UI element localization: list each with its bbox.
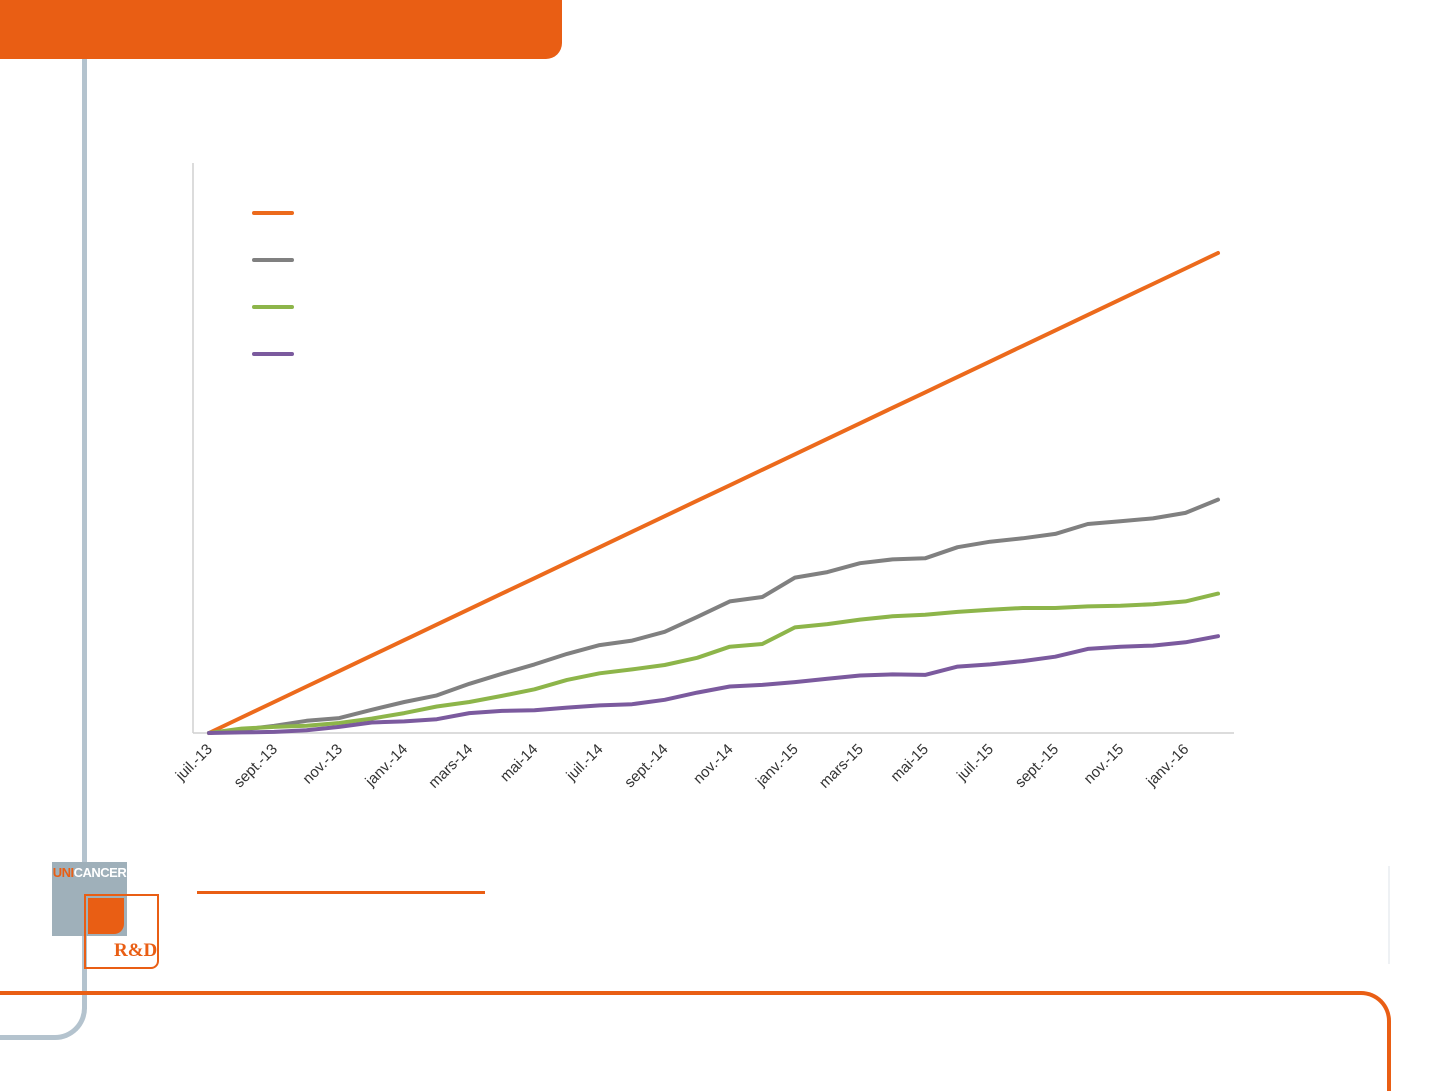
right-edge-mark [1388,866,1390,964]
x-tick-label: mars-15 [816,741,867,792]
top-banner [0,0,562,59]
series-line-4 [207,634,1220,735]
x-tick-label: sept.-15 [1012,741,1062,791]
footer-divider [197,891,485,894]
x-tick-label: juil.-14 [562,741,606,785]
x-tick-label: janv.-15 [752,741,802,791]
logo-frame [84,894,159,969]
logo-rd-text: R&D [114,940,158,961]
series-line-1 [207,251,1220,735]
x-tick-label: janv.-16 [1143,741,1193,791]
x-tick-label: nov.-15 [1081,741,1128,788]
x-tick-label: sept.-14 [621,741,671,791]
x-tick-label: juil.-13 [172,741,216,785]
logo-orange-block [88,898,124,934]
x-tick-label: mai-14 [497,741,541,785]
series-line-2 [207,497,1220,735]
left-rail-corner [0,990,87,1040]
logo-wordmark: UNICANCER [52,865,127,880]
x-tick-label: nov.-14 [690,741,737,788]
series-line-3 [207,591,1220,735]
bottom-frame [0,991,1391,1091]
x-tick-label: mars-14 [425,741,476,792]
x-tick-label: sept.-13 [231,741,281,791]
x-tick-label: mai-15 [887,741,931,785]
x-tick-label: nov.-13 [299,741,346,788]
x-tick-label: juil.-15 [953,741,997,785]
x-tick-label: janv.-14 [361,741,411,791]
unicancer-logo: UNICANCER R&D [52,862,162,972]
left-rail [82,59,87,1009]
